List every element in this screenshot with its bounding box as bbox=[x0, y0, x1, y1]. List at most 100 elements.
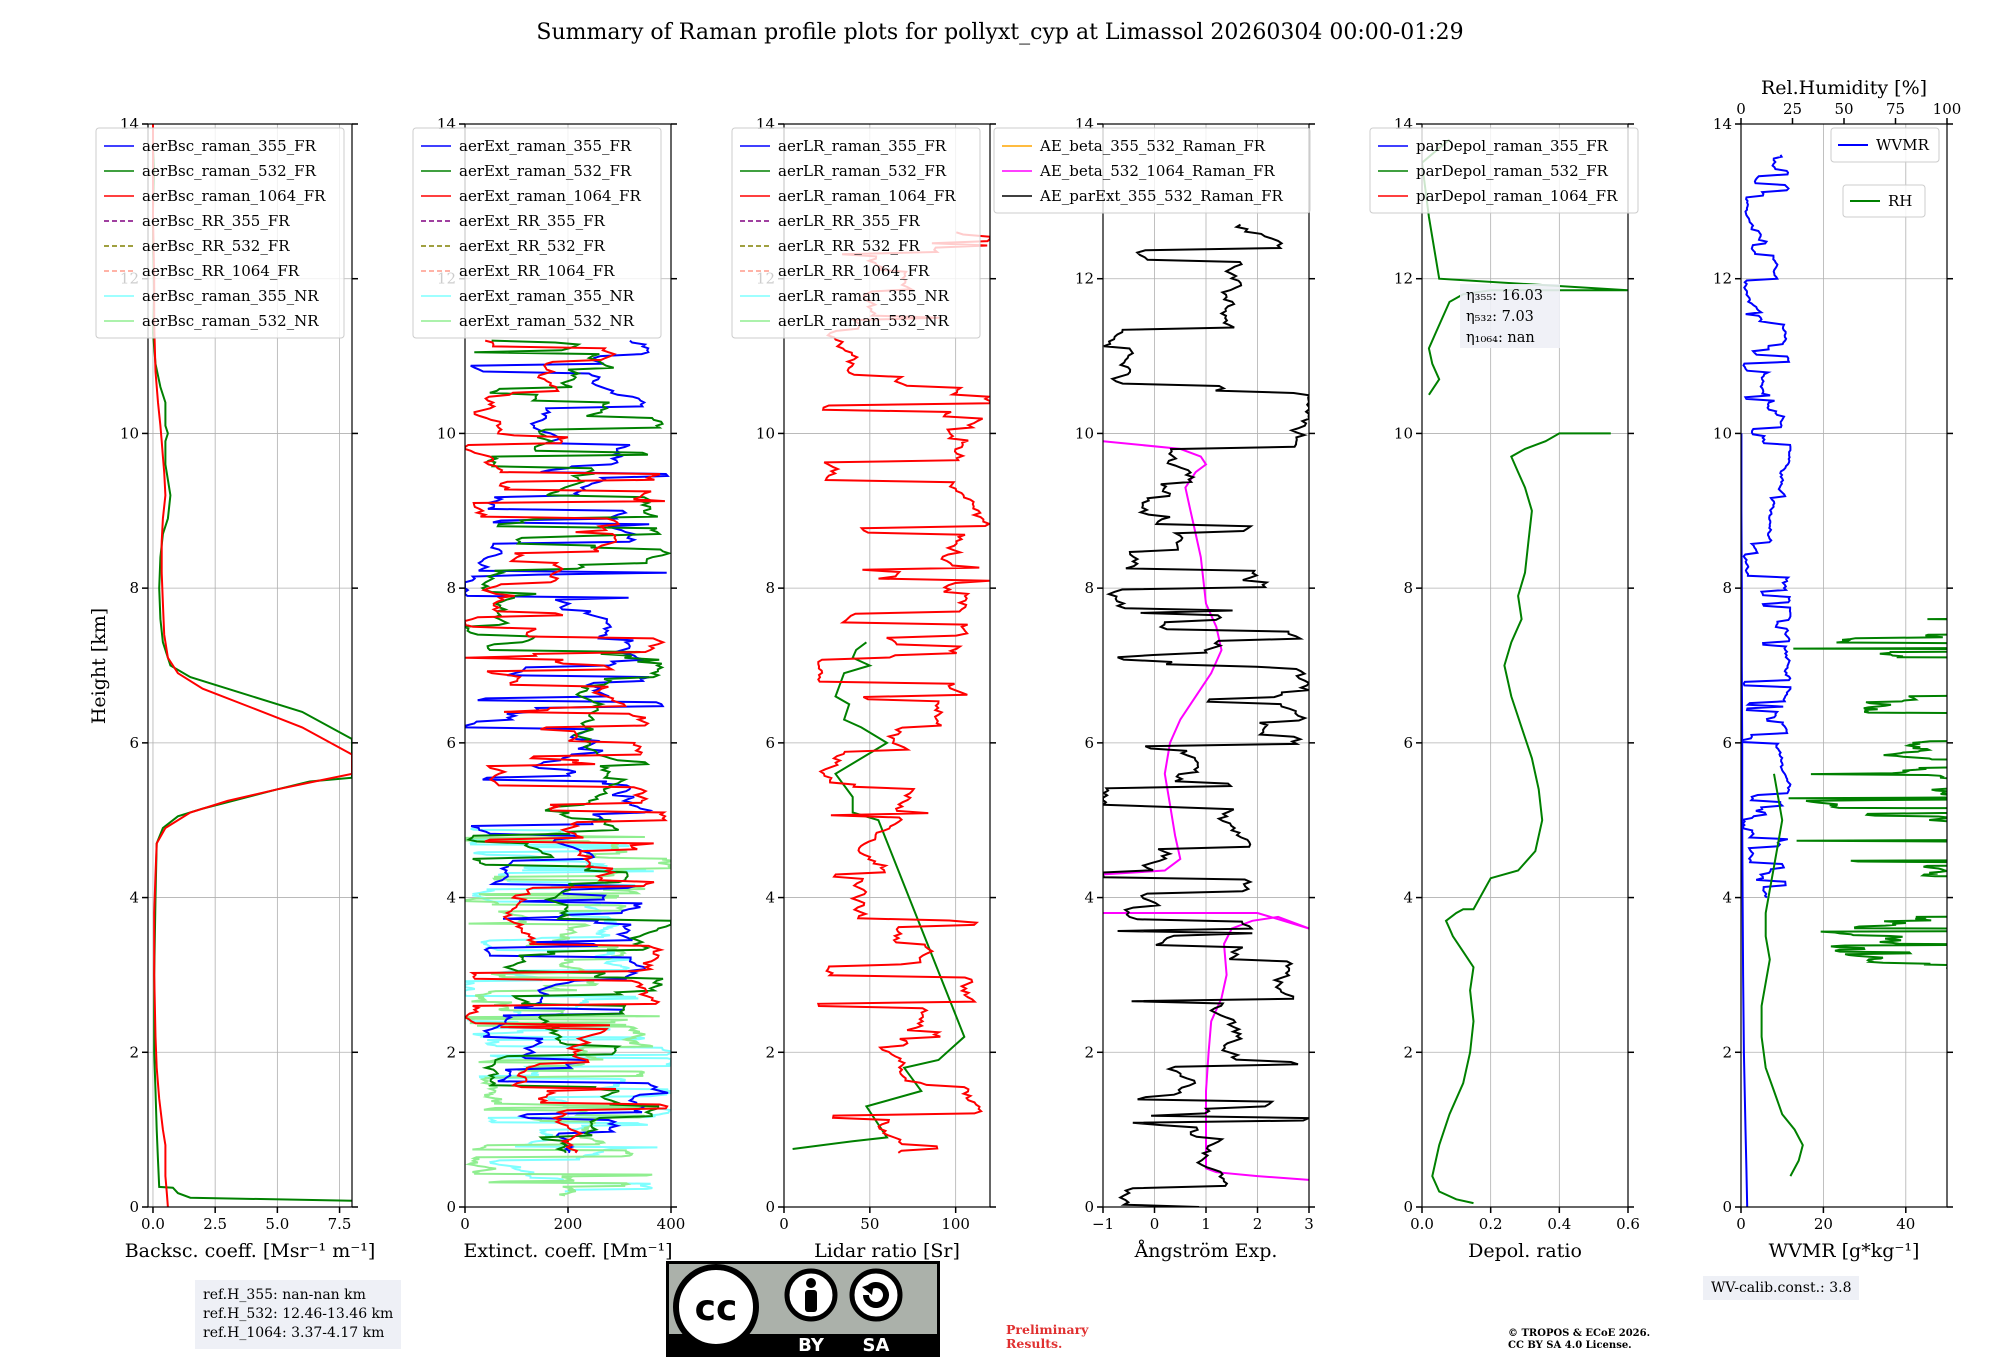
legend-label-aerExt_raman_532_NR: aerExt_raman_532_NR bbox=[459, 312, 635, 330]
xlabel-wv: WVMR [g*kg⁻¹] bbox=[1769, 1240, 1920, 1262]
ytick-label-wv: 0 bbox=[1722, 1198, 1732, 1216]
xtick-label-ae: −1 bbox=[1092, 1215, 1114, 1233]
cc-letters-icon: cc bbox=[695, 1288, 738, 1329]
ytick-label-depol: 4 bbox=[1403, 889, 1413, 907]
axes-frame-depol bbox=[1421, 123, 1629, 1208]
legend-box-bsc bbox=[95, 127, 345, 339]
ytick-label-ae: 10 bbox=[1075, 424, 1094, 442]
x2tick-label-wv: 75 bbox=[1886, 100, 1905, 118]
xtick-label-ae: 2 bbox=[1253, 1215, 1263, 1233]
legend-label-aerLR_RR_1064_FR: aerLR_RR_1064_FR bbox=[778, 262, 930, 280]
legend-label-aerExt_raman_1064_FR: aerExt_raman_1064_FR bbox=[459, 187, 641, 205]
annotation-line-2: η₁₀₆₄: nan bbox=[1466, 330, 1535, 346]
legend-label-aerExt_raman_355_FR: aerExt_raman_355_FR bbox=[459, 137, 632, 155]
legend-label-wvmr: WVMR bbox=[1876, 136, 1930, 154]
legend-label-aerLR_raman_532_FR: aerLR_raman_532_FR bbox=[778, 162, 947, 180]
ytick-label-wv: 8 bbox=[1722, 579, 1732, 597]
sa-arrow-arc bbox=[863, 1282, 889, 1308]
preliminary-line1: Preliminary bbox=[1006, 1322, 1089, 1337]
series-WVMR_spikes bbox=[1741, 154, 1792, 899]
x2tick-label-wv: 100 bbox=[1933, 100, 1962, 118]
panel-ext: 024681012140200400Extinct. coeff. [Mm⁻¹]… bbox=[412, 115, 686, 1262]
depol-annotation: η₃₅₅: 16.03 η₅₃₂: 7.03 η₁₀₆₄: nan bbox=[1460, 284, 1560, 348]
ytick-label-wv: 4 bbox=[1722, 889, 1732, 907]
ytick-label-lr: 0 bbox=[765, 1198, 775, 1216]
legend-ext: aerExt_raman_355_FR aerExt_raman_532_FRae… bbox=[412, 127, 662, 339]
legend-box-lr bbox=[731, 127, 981, 339]
xlabel-depol: Depol. ratio bbox=[1468, 1240, 1582, 1262]
legend-label-aerExt_RR_1064_FR: aerExt_RR_1064_FR bbox=[459, 262, 615, 280]
preliminary-note: Preliminary Results. bbox=[1006, 1323, 1088, 1351]
xtick-label-depol: 0.4 bbox=[1547, 1215, 1571, 1233]
ytick-label-wv: 14 bbox=[1713, 115, 1732, 133]
series-aerBsc_raman_1064_FR bbox=[152, 124, 352, 1207]
ref-height-1064: ref.H_1064: 3.37-4.17 km bbox=[203, 1325, 385, 1341]
legend-box-ext bbox=[412, 127, 662, 339]
legend-label-parDepol_raman_1064_FR: parDepol_raman_1064_FR bbox=[1416, 187, 1618, 205]
reference-height-box: ref.H_355: nan-nan km ref.H_532: 12.46-1… bbox=[195, 1280, 402, 1349]
ytick-label-lr: 4 bbox=[765, 889, 775, 907]
ylabel-height: Height [km] bbox=[88, 608, 110, 724]
legend-label-aerBsc_RR_1064_FR: aerBsc_RR_1064_FR bbox=[142, 262, 300, 280]
x2tick-label-wv: 50 bbox=[1834, 100, 1853, 118]
legend-label-aerBsc_raman_532_FR: aerBsc_raman_532_FR bbox=[142, 162, 317, 180]
ytick-label-ext: 10 bbox=[437, 424, 456, 442]
data-ae bbox=[1103, 223, 1309, 1207]
legend-box-ae bbox=[993, 127, 1311, 214]
annotation-line-0: η₃₅₅: 16.03 bbox=[1466, 288, 1543, 304]
legend-bsc: aerBsc_raman_355_FR aerBsc_raman_532_FRae… bbox=[95, 127, 345, 339]
cc-circle-icon bbox=[673, 1264, 759, 1350]
x2tick-label-wv: 25 bbox=[1783, 100, 1802, 118]
by-person-body bbox=[805, 1290, 817, 1312]
xtick-label-ae: 1 bbox=[1201, 1215, 1211, 1233]
ytick-label-wv: 2 bbox=[1722, 1043, 1732, 1061]
xlabel-bsc: Backsc. coeff. [Msr⁻¹ m⁻¹] bbox=[125, 1240, 376, 1262]
xlabel-lr: Lidar ratio [Sr] bbox=[814, 1240, 960, 1262]
ytick-label-bsc: 0 bbox=[129, 1198, 139, 1216]
cc-by-sa-badge: cc BY SA bbox=[666, 1261, 940, 1357]
copyright-note: © TROPOS & ECoE 2026. CC BY SA 4.0 Licen… bbox=[1508, 1328, 1650, 1352]
legend-label-aerLR_raman_355_NR: aerLR_raman_355_NR bbox=[778, 287, 949, 305]
series-aerLR_raman_532_FR bbox=[792, 641, 966, 1150]
series-AE_beta_532_1064_Raman_FR_upper bbox=[1103, 440, 1223, 876]
ytick-label-wv: 10 bbox=[1713, 424, 1732, 442]
xtick-label-ext: 400 bbox=[657, 1215, 686, 1233]
series-parDepol_raman_532_FR_upper bbox=[1422, 138, 1628, 396]
sa-label: SA bbox=[863, 1335, 890, 1356]
series-RH bbox=[1760, 773, 1804, 1177]
legend-label-aerLR_raman_532_NR: aerLR_raman_532_NR bbox=[778, 312, 949, 330]
legend-rh: RH bbox=[1842, 184, 1926, 218]
ytick-label-bsc: 4 bbox=[129, 889, 139, 907]
ytick-label-depol: 12 bbox=[1394, 270, 1413, 288]
by-label: BY bbox=[798, 1335, 825, 1356]
legend-label-aerExt_raman_355_NR: aerExt_raman_355_NR bbox=[459, 287, 635, 305]
ytick-label-wv: 12 bbox=[1713, 270, 1732, 288]
legend-label-aerBsc_raman_355_FR: aerBsc_raman_355_FR bbox=[142, 137, 317, 155]
legend-label-aerExt_raman_532_FR: aerExt_raman_532_FR bbox=[459, 162, 632, 180]
legend-ae: AE_beta_355_532_Raman_FR AE_beta_532_1064… bbox=[993, 127, 1311, 214]
legend-lr: aerLR_raman_355_FR aerLR_raman_532_FR aerL… bbox=[731, 127, 981, 339]
x2label-wv: Rel.Humidity [%] bbox=[1761, 77, 1927, 99]
legend-label-aerBsc_raman_532_NR: aerBsc_raman_532_NR bbox=[142, 312, 319, 330]
series-parDepol_raman_532_FR bbox=[1431, 432, 1611, 1205]
legend-label-aerLR_RR_532_FR: aerLR_RR_532_FR bbox=[778, 237, 920, 255]
legend-label-aerExt_RR_355_FR: aerExt_RR_355_FR bbox=[459, 212, 606, 230]
ytick-label-bsc: 2 bbox=[129, 1043, 139, 1061]
ytick-label-ae: 0 bbox=[1084, 1198, 1094, 1216]
data-bsc bbox=[151, 124, 352, 1207]
ytick-label-depol: 0 bbox=[1403, 1198, 1413, 1216]
xtick-label-depol: 0.2 bbox=[1479, 1215, 1503, 1233]
series-aerExt_raman_532_FR bbox=[465, 339, 671, 1154]
xtick-label-ae: 0 bbox=[1150, 1215, 1160, 1233]
legend-label-AE_parExt_355_532_Raman_FR: AE_parExt_355_532_Raman_FR bbox=[1039, 187, 1284, 205]
ytick-label-depol: 6 bbox=[1403, 734, 1413, 752]
legend-wvmr: WVMR bbox=[1830, 127, 1940, 163]
xlabel-ae: Ångström Exp. bbox=[1134, 1240, 1278, 1262]
legend-box-rh bbox=[1842, 184, 1926, 218]
series-aerLR_raman_1064_FR bbox=[816, 231, 990, 1154]
legend-label-parDepol_raman_532_FR: parDepol_raman_532_FR bbox=[1416, 162, 1609, 180]
